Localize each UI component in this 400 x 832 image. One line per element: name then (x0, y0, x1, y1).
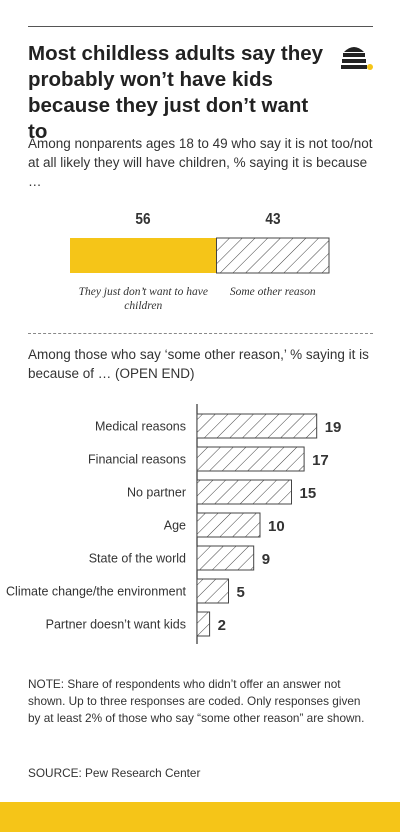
bar-category-label-5: Climate change/the environment (6, 585, 186, 599)
bar-value-label-0: 19 (325, 419, 342, 436)
bar-value-label-5: 5 (237, 584, 245, 601)
bar-category-label-6: Partner doesn’t want kids (46, 618, 186, 632)
brand-footer-band (0, 802, 400, 832)
stack-segment-0 (70, 238, 217, 273)
chart-title: Most childless adults say they probably … (28, 42, 324, 143)
bar-category-label-3: Age (164, 519, 186, 533)
bar-value-label-4: 9 (262, 551, 270, 568)
stack-segment-1 (216, 237, 330, 274)
bar-6 (196, 611, 211, 637)
bar-category-label-2: No partner (127, 486, 186, 500)
stack-category-label-0: They just don’t want to have children (78, 286, 208, 312)
bar-category-label-0: Medical reasons (95, 420, 186, 434)
chart-source: SOURCE: Pew Research Center (28, 766, 201, 780)
bar-0 (196, 413, 318, 439)
stacked-bar-chart (70, 237, 330, 274)
bar-value-label-3: 10 (268, 518, 285, 535)
chart-note: NOTE: Share of respondents who didn’t of… (28, 677, 365, 725)
bar-value-label-6: 2 (218, 617, 226, 634)
bar-2 (196, 479, 292, 505)
top-rule (28, 26, 373, 27)
reasons-bar-chart: Medical reasons 19 Financial reasons 17 No p… (6, 404, 342, 644)
bar-4 (196, 545, 255, 571)
stack-value-label-1: 43 (265, 211, 281, 228)
bar-value-label-2: 15 (300, 485, 317, 502)
dashed-divider (28, 333, 373, 334)
bar-category-label-1: Financial reasons (88, 453, 186, 467)
bar-1 (196, 446, 305, 472)
bar-3 (196, 512, 261, 538)
bar-value-label-1: 17 (312, 452, 329, 469)
beehive-logo-icon (341, 47, 373, 70)
chart-subheading: Among those who say ‘some other reason,’… (28, 347, 369, 381)
bar-category-label-4: State of the world (89, 552, 186, 566)
chart-subtitle: Among nonparents ages 18 to 49 who say i… (28, 136, 373, 189)
stack-category-label-1: Some other reason (229, 286, 316, 298)
stack-value-label-0: 56 (135, 211, 151, 228)
bar-5 (196, 578, 229, 604)
